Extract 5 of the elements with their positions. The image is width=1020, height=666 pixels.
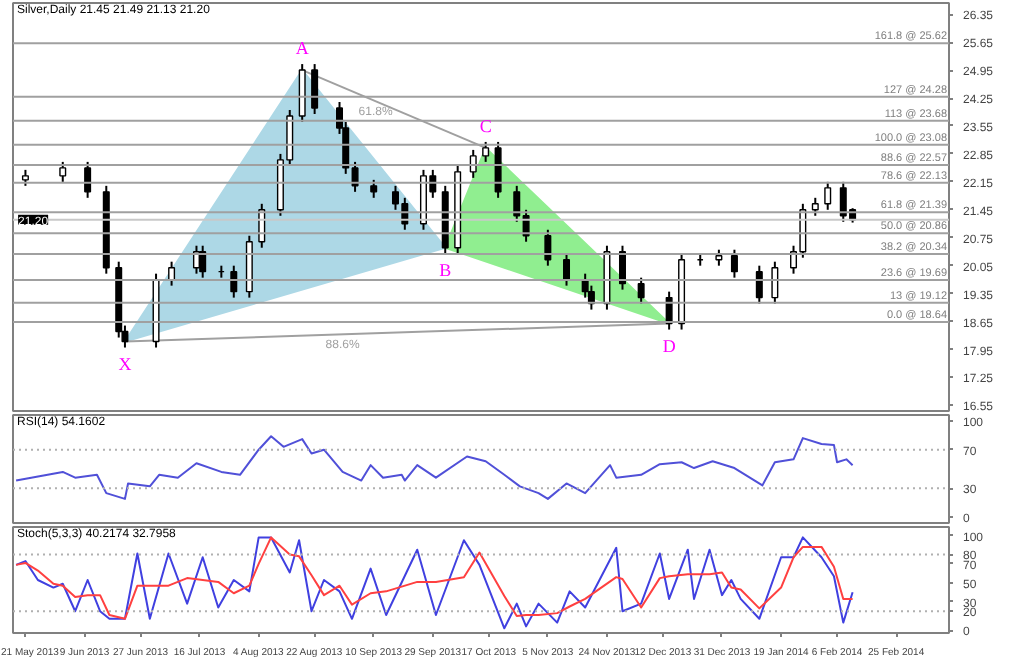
annotation: D <box>662 335 677 356</box>
annotation: X <box>118 353 133 374</box>
annotation: C <box>479 115 492 136</box>
annotation: A <box>295 38 310 59</box>
annotation: B <box>439 259 452 280</box>
